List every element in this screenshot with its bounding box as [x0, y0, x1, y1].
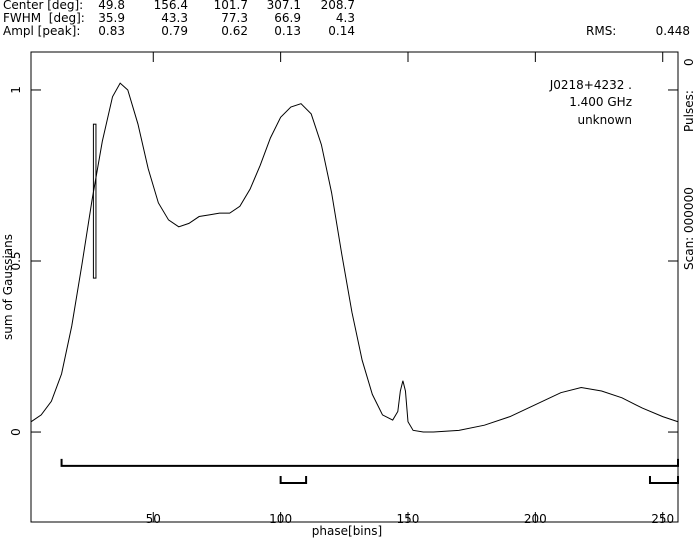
x-tick-label: 150	[397, 512, 420, 526]
param-value: 35.9	[98, 11, 125, 25]
bracket	[279, 476, 308, 485]
param-value: 0.13	[274, 24, 301, 38]
param-value: 101.7	[214, 0, 248, 12]
bracket	[648, 476, 679, 485]
param-label: FWHM [deg]:	[3, 11, 85, 25]
param-value: 77.3	[221, 11, 248, 25]
param-value: 307.1	[267, 0, 301, 12]
param-value: 49.8	[98, 0, 125, 12]
param-label: Ampl [peak]:	[3, 24, 80, 38]
param-value: 0.83	[98, 24, 125, 38]
pulses-value: 0	[682, 58, 696, 66]
param-value: 43.3	[161, 11, 188, 25]
scan-label: Scan: 000000	[682, 187, 696, 270]
param-value: 66.9	[274, 11, 301, 25]
param-value: 156.4	[154, 0, 188, 12]
param-value: 0.79	[161, 24, 188, 38]
y-tick-label: 0	[9, 428, 23, 436]
plot-frame	[30, 51, 679, 523]
annotation: unknown	[577, 113, 632, 127]
param-label: Center [deg]:	[3, 0, 83, 12]
param-value: 208.7	[321, 0, 355, 12]
annotation: J0218+4232 .	[549, 78, 632, 92]
x-tick-label: 100	[269, 512, 292, 526]
x-tick-label: 250	[651, 512, 674, 526]
error-box	[92, 123, 97, 279]
y-tick-label: 1	[9, 86, 23, 94]
param-value: 0.62	[221, 24, 248, 38]
pulses-label: Pulses:	[682, 90, 696, 132]
x-axis-label: phase[bins]	[312, 524, 382, 538]
bracket	[60, 458, 679, 467]
profile-line	[30, 82, 679, 433]
x-tick-label: 50	[146, 512, 161, 526]
y-axis-label: sum of Gaussians	[1, 234, 15, 340]
annotation: 1.400 GHz	[569, 95, 632, 109]
rms-label: RMS:	[586, 24, 616, 38]
rms-value: 0.448	[656, 24, 690, 38]
x-tick-label: 200	[524, 512, 547, 526]
param-value: 4.3	[336, 11, 355, 25]
param-value: 0.14	[328, 24, 355, 38]
y-tick-label: 0.5	[9, 251, 23, 270]
